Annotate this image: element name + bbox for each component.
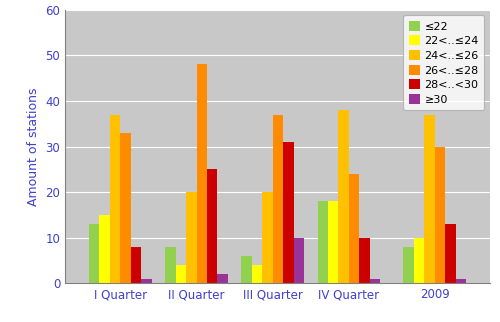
Bar	[424, 115, 434, 283]
Bar	[414, 238, 424, 283]
Bar	[445, 224, 456, 283]
Bar	[272, 115, 283, 283]
Bar	[100, 215, 110, 283]
Bar	[328, 201, 338, 283]
Bar	[283, 142, 294, 283]
Bar	[434, 147, 445, 283]
Bar	[141, 279, 152, 283]
Bar	[370, 279, 380, 283]
Bar	[262, 192, 272, 283]
Bar	[242, 256, 252, 283]
Bar	[252, 265, 262, 283]
Bar	[349, 174, 360, 283]
Bar	[294, 238, 304, 283]
Bar	[196, 64, 207, 283]
Bar	[456, 279, 466, 283]
Legend: ≤22, 22<..≤24, 24<..≤26, 26<..≤28, 28<..<30, ≥30: ≤22, 22<..≤24, 24<..≤26, 26<..≤28, 28<..…	[404, 15, 484, 110]
Bar	[176, 265, 186, 283]
Bar	[89, 224, 100, 283]
Bar	[110, 115, 120, 283]
Bar	[131, 247, 141, 283]
Bar	[318, 201, 328, 283]
Bar	[404, 247, 414, 283]
Bar	[207, 169, 218, 283]
Bar	[165, 247, 175, 283]
Bar	[218, 274, 228, 283]
Y-axis label: Amount of stations: Amount of stations	[26, 87, 40, 206]
Bar	[360, 238, 370, 283]
Bar	[338, 110, 349, 283]
Bar	[186, 192, 196, 283]
Bar	[120, 133, 131, 283]
